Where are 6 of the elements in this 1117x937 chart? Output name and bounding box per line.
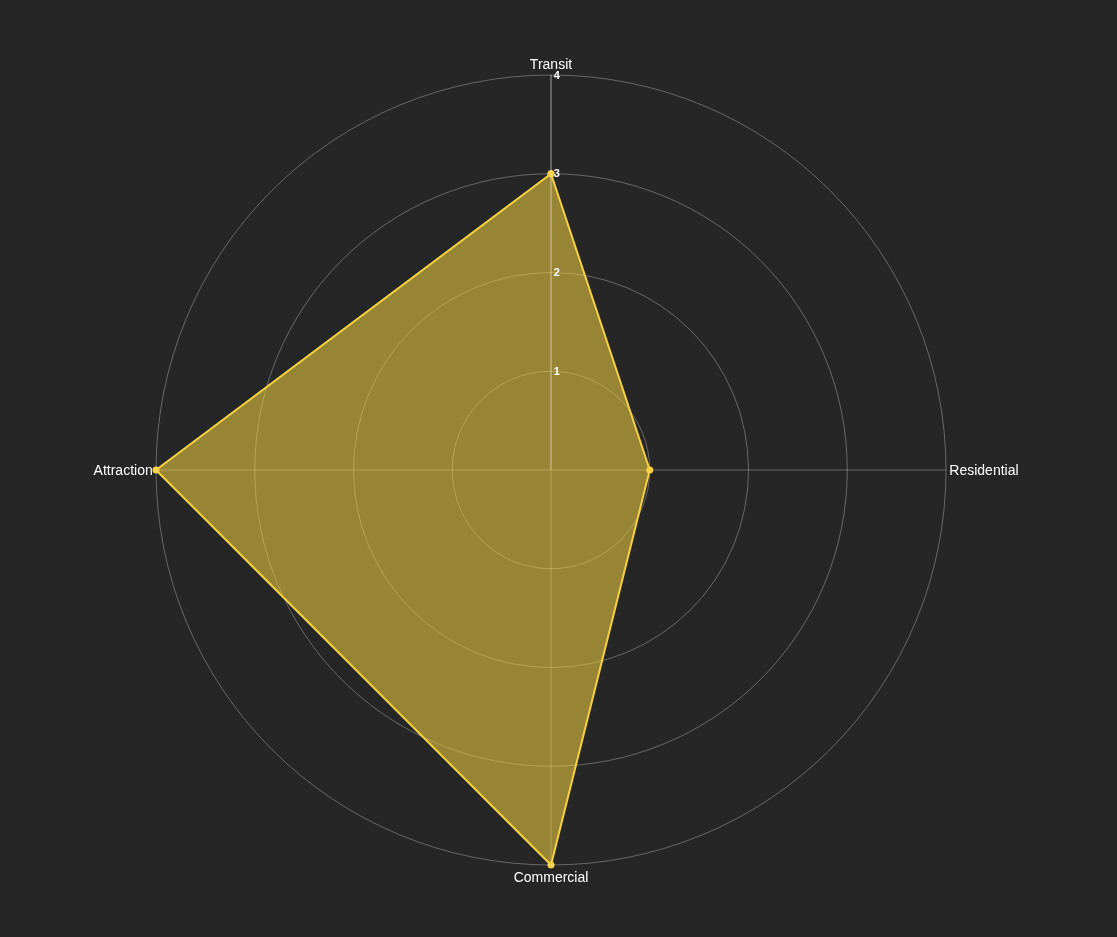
spoke-label: Attraction [93,461,153,478]
y-tick-label: 3 [553,167,560,180]
y-tick-label: 1 [553,364,560,377]
y-tick-label: 2 [553,266,560,279]
spoke-label: Residential [949,461,1019,478]
spoke-label: Commercial [513,869,589,886]
